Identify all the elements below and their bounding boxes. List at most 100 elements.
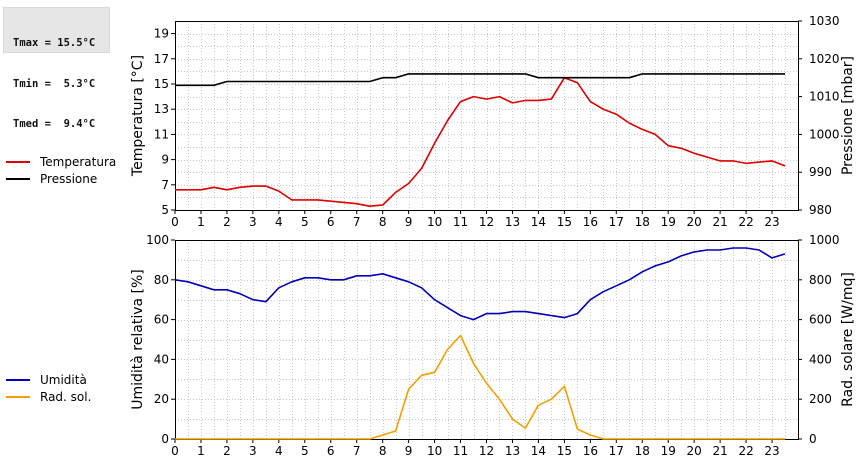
stats-tmin: Tmin = 5.3°C <box>13 77 96 90</box>
legend-label: Temperatura <box>40 154 117 169</box>
x-tick-label: 5 <box>301 215 309 229</box>
x-tick-label: 17 <box>609 215 624 229</box>
y2-axis-label: Pressione [mbar] <box>840 56 856 175</box>
y2-axis-label: Rad. solare [W/mq] <box>840 272 856 407</box>
legend-top: Temperatura Pressione <box>6 153 116 188</box>
x-tick-label: 7 <box>353 444 361 458</box>
y-tick-label: 100 <box>146 233 169 247</box>
x-tick-label: 21 <box>712 444 727 458</box>
legend-label: Pressione <box>40 172 98 187</box>
x-tick-label: 23 <box>764 444 779 458</box>
x-tick-label: 21 <box>712 215 727 229</box>
x-tick-label: 16 <box>583 215 598 229</box>
x-tick-label: 12 <box>479 215 494 229</box>
x-tick-label: 1 <box>197 215 205 229</box>
x-tick-label: 20 <box>687 215 702 229</box>
plot-frame <box>175 21 799 211</box>
x-tick-label: 19 <box>661 444 676 458</box>
y-tick-label: 60 <box>154 313 169 327</box>
legend-item-temperatura: Temperatura <box>6 153 116 171</box>
stats-box: Tmax = 15.5°C Tmin = 5.3°C Tmed = 9.4°C <box>3 7 110 130</box>
legend-swatch <box>6 160 30 163</box>
x-tick-label: 8 <box>379 444 387 458</box>
x-tick-label: 9 <box>405 444 413 458</box>
legend-label: Umidità <box>40 372 87 387</box>
y2-tick-label: 1010 <box>809 90 840 104</box>
y-tick-label: 9 <box>161 153 169 167</box>
x-tick-label: 5 <box>301 444 309 458</box>
legend-swatch <box>6 178 30 181</box>
stats-tmax: Tmax = 15.5°C <box>13 37 96 49</box>
x-tick-label: 15 <box>557 215 572 229</box>
x-tick-label: 9 <box>405 215 413 229</box>
series-temperatura-line <box>175 76 786 207</box>
x-tick-label: 6 <box>327 444 335 458</box>
chart-panel-2: 0 1 2 3 4 5 6 7 8 9 10 11 12 13 14 15 16 17 18 19 20 21 22 2302… <box>130 233 856 458</box>
y-tick-label: 11 <box>154 127 169 141</box>
y2-tick-label: 600 <box>809 313 832 327</box>
x-tick-label: 10 <box>427 215 442 229</box>
y2-tick-label: 400 <box>809 352 832 366</box>
x-tick-label: 13 <box>505 444 520 458</box>
x-tick-label: 22 <box>738 444 753 458</box>
x-tick-label: 10 <box>427 444 442 458</box>
y-tick-label: 0 <box>161 432 169 446</box>
y2-tick-label: 1000 <box>809 127 840 141</box>
legend-item-rad-sol: Rad. sol. <box>6 389 91 407</box>
x-tick-label: 23 <box>764 215 779 229</box>
x-tick-label: 1 <box>197 444 205 458</box>
series-umidit-line <box>174 247 786 321</box>
x-tick-label: 8 <box>379 215 387 229</box>
x-tick-label: 11 <box>453 444 468 458</box>
y-tick-label: 20 <box>154 392 169 406</box>
x-tick-label: 17 <box>609 444 624 458</box>
y-tick-label: 17 <box>154 52 169 66</box>
x-tick-label: 3 <box>249 444 257 458</box>
y2-tick-label: 200 <box>809 392 832 406</box>
legend-swatch <box>6 396 30 399</box>
x-tick-label: 0 <box>171 444 179 458</box>
x-tick-label: 14 <box>531 444 546 458</box>
x-tick-label: 20 <box>687 444 702 458</box>
x-tick-label: 6 <box>327 215 335 229</box>
y2-tick-label: 800 <box>809 273 832 287</box>
y-tick-label: 80 <box>154 273 169 287</box>
legend-label: Rad. sol. <box>40 390 92 405</box>
y-tick-label: 40 <box>154 352 169 366</box>
x-tick-label: 12 <box>479 444 494 458</box>
chart-panel-1: 0 1 2 3 4 5 6 7 8 9 10 11 12 13 14 15 16 17 18 19 20 21 22 2357… <box>130 14 856 229</box>
y-axis-label: Umidità relativa [%] <box>130 269 146 410</box>
x-tick-label: 22 <box>738 215 753 229</box>
x-tick-label: 13 <box>505 215 520 229</box>
x-tick-label: 16 <box>583 444 598 458</box>
x-tick-label: 7 <box>353 215 361 229</box>
y-tick-label: 5 <box>161 203 169 217</box>
legend-item-pressione: Pressione <box>6 171 116 189</box>
x-tick-label: 15 <box>557 444 572 458</box>
x-tick-label: 18 <box>635 444 650 458</box>
y-tick-label: 7 <box>161 178 169 192</box>
y2-tick-label: 1020 <box>809 52 840 66</box>
y2-tick-label: 1000 <box>809 233 840 247</box>
legend-item-umidita: Umidità <box>6 371 91 389</box>
y2-tick-label: 990 <box>809 165 832 179</box>
x-tick-label: 2 <box>223 215 231 229</box>
stats-tmed: Tmed = 9.4°C <box>13 118 96 130</box>
y-tick-label: 15 <box>154 77 169 91</box>
y2-tick-label: 1030 <box>809 14 840 28</box>
series-rad-sol-line <box>175 334 785 440</box>
x-tick-label: 4 <box>275 444 283 458</box>
y2-tick-label: 980 <box>809 203 832 217</box>
x-tick-label: 0 <box>171 215 179 229</box>
x-tick-label: 19 <box>661 215 676 229</box>
y-axis-label: Temperatura [°C] <box>130 55 146 177</box>
x-tick-label: 11 <box>453 215 468 229</box>
y-tick-label: 13 <box>154 102 169 116</box>
x-tick-label: 4 <box>275 215 283 229</box>
x-tick-label: 3 <box>249 215 257 229</box>
y2-tick-label: 0 <box>809 432 817 446</box>
legend-swatch <box>6 378 30 381</box>
grid <box>175 240 798 439</box>
grid <box>175 21 798 210</box>
